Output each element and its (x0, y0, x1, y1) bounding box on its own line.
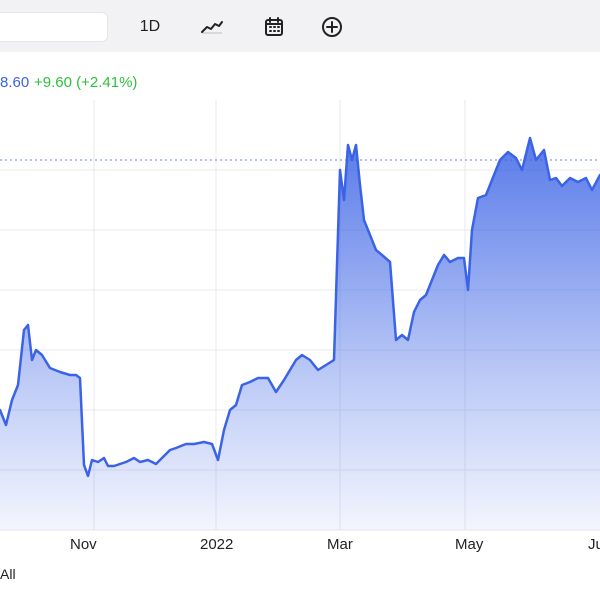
quote-price: 8.60 (0, 74, 30, 91)
range-1d-label: 1D (139, 18, 161, 35)
x-tick-label-may: May (455, 536, 484, 553)
quote-change: +9.60 (+2.41%) (34, 74, 138, 91)
x-tick-label-2022: 2022 (200, 536, 234, 553)
price-chart[interactable] (0, 100, 600, 570)
trend-line-icon (201, 21, 223, 34)
range-1d-button[interactable]: 1D (135, 12, 165, 42)
price-line (0, 136, 600, 478)
price-area (0, 138, 600, 530)
search-input[interactable] (0, 12, 108, 42)
x-tick-label-mar: Mar (327, 536, 353, 553)
x-tick-label-nov: Nov (70, 536, 97, 553)
trend-line-button[interactable] (196, 12, 228, 42)
add-indicator-button[interactable] (316, 12, 348, 42)
plus-circle-icon (322, 17, 342, 37)
x-tick-label-ju: Ju (588, 536, 600, 553)
chart-toolbar: 1D (0, 0, 600, 50)
calendar-button[interactable] (258, 12, 290, 42)
range-all-button[interactable]: All (0, 566, 16, 582)
calendar-icon (265, 17, 283, 36)
